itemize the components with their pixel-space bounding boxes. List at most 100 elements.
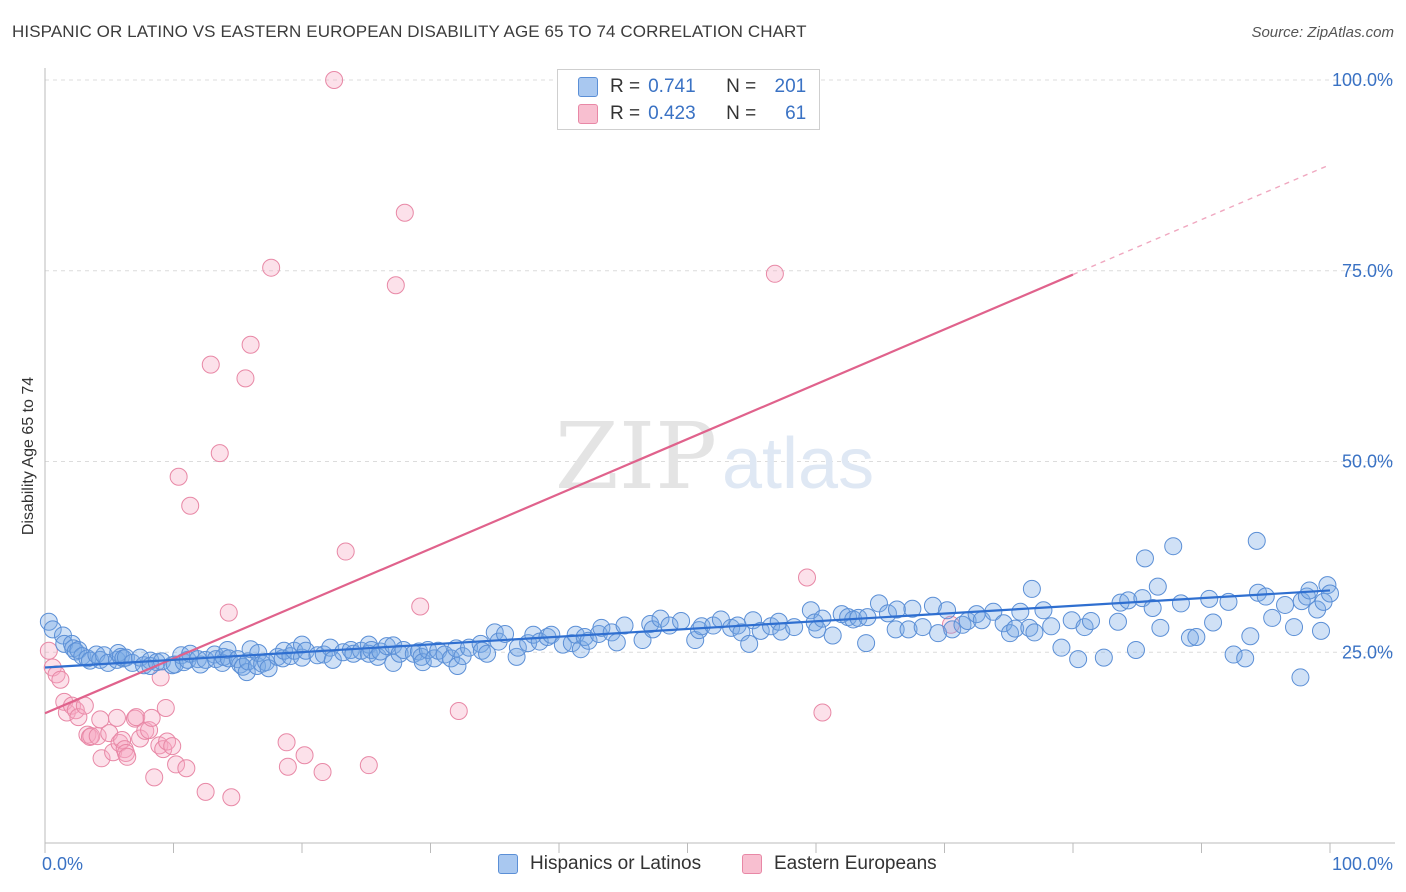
axes [44,68,1395,853]
legend-row-hispanics: R = 0.741 N = 201 [578,75,806,99]
point-hispanic [994,614,1013,633]
point-eastern-european [798,568,817,587]
n-label: N = [726,76,757,97]
x-tick-label: 100.0% [1332,854,1393,874]
chart-title: HISPANIC OR LATINO VS EASTERN EUROPEAN D… [12,22,807,41]
point-eastern-european [127,708,146,727]
y-axis-label: Disability Age 65 to 74 [20,377,37,535]
point-hispanic [785,618,804,637]
point-hispanic [1042,617,1061,636]
point-hispanic [43,620,62,639]
point-eastern-european [177,759,196,778]
point-eastern-european [449,702,468,721]
point-hispanic [651,609,670,628]
point-hispanic [249,644,268,663]
point-eastern-european [104,743,123,762]
point-hispanic [1164,537,1183,556]
trend-lines [44,164,1331,715]
watermark: ZIP atlas [555,403,874,510]
tick-labels: 25.0% 50.0% 75.0% 100.0% 0.0% 100.0% [42,70,1393,874]
point-hispanic [1143,598,1162,617]
point-eastern-european [151,668,170,687]
r-value: 0.741 [648,76,696,97]
trend-line-eastern-europeans-extrapolated [1072,164,1331,276]
point-eastern-european [80,727,99,746]
point-hispanic [899,620,918,639]
r-value: 0.423 [648,103,696,124]
point-hispanic [1256,587,1275,606]
point-eastern-european [145,768,164,787]
point-hispanic [1312,621,1331,640]
point-hispanic [592,618,611,637]
point-hispanic [448,656,467,675]
point-hispanic [1081,611,1100,630]
point-hispanic [478,644,497,663]
point-hispanic [903,599,922,618]
y-tick-label: 75.0% [1342,261,1393,281]
point-eastern-european [39,641,58,660]
point-eastern-european [262,258,281,277]
point-hispanic [323,650,342,669]
point-hispanic [1276,595,1295,614]
point-hispanic [1022,579,1041,598]
point-hispanic [1151,618,1170,637]
point-eastern-european [336,542,355,561]
point-hispanic [643,620,662,639]
legend-item-hispanics[interactable]: Hispanics or Latinos [498,852,701,876]
point-eastern-european [278,757,297,776]
point-hispanic [1108,612,1127,631]
point-hispanic [1011,602,1030,621]
point-hispanic [409,642,428,661]
legend-swatch-blue [578,77,598,97]
watermark-atlas: atlas [722,424,874,504]
point-hispanic [1135,549,1154,568]
point-hispanic [869,594,888,613]
point-hispanic [1224,645,1243,664]
point-hispanic [1148,577,1167,596]
point-eastern-european [277,733,296,752]
y-tick-label: 50.0% [1342,452,1393,472]
point-eastern-european [359,756,378,775]
point-hispanic [913,618,932,637]
point-eastern-european [201,355,220,374]
point-eastern-european [219,603,238,622]
point-hispanic [1052,638,1071,657]
r-label: R = [610,103,641,124]
point-hispanic [615,616,634,635]
point-eastern-european [107,708,126,727]
legend-item-eastern-europeans[interactable]: Eastern Europeans [742,852,937,876]
point-hispanic [1263,608,1282,627]
point-hispanic [1025,623,1044,642]
point-eastern-european [142,708,161,727]
point-hispanic [607,633,626,652]
point-hispanic [1171,594,1190,613]
point-hispanic [1241,627,1260,646]
gridlines [45,79,1395,653]
source-label: Source: ZipAtlas.com [1251,24,1394,41]
point-eastern-european [110,734,129,753]
point-eastern-european [236,369,255,388]
point-hispanic [938,601,957,620]
n-value: 61 [785,103,807,124]
x-tick-label: 0.0% [42,854,83,874]
legend-row-eastern-europeans: R = 0.423 N = 61 [578,102,806,126]
point-eastern-european [386,276,405,295]
point-hispanic [1291,668,1310,687]
point-eastern-european [51,670,70,689]
point-hispanic [857,634,876,653]
point-eastern-european [241,335,260,354]
point-hispanic [542,625,561,644]
point-hispanic [1006,619,1025,638]
point-hispanic [823,626,842,645]
y-tick-label: 100.0% [1332,70,1393,90]
point-hispanic [1204,613,1223,632]
point-eastern-european [69,708,88,727]
point-eastern-european [169,467,188,486]
point-hispanic [1187,627,1206,646]
point-eastern-european [167,755,186,774]
point-eastern-european [156,698,175,717]
point-hispanic [641,615,660,634]
trend-line-eastern-europeans [44,273,1074,715]
point-hispanic [496,624,515,643]
